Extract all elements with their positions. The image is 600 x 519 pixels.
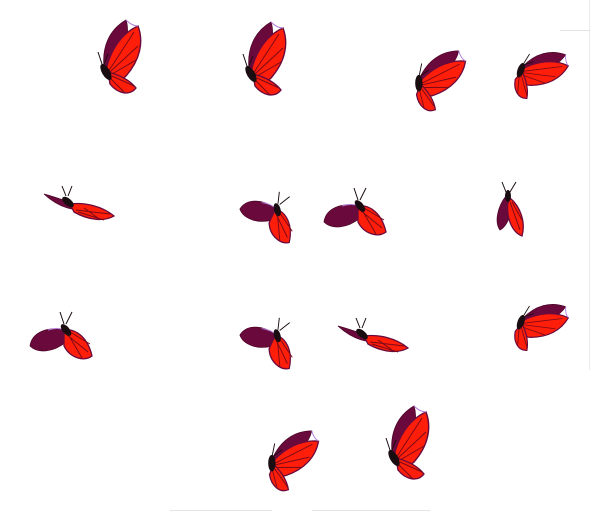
butterfly-icon bbox=[234, 305, 308, 372]
butterfly-icon bbox=[496, 181, 524, 237]
butterfly-icon bbox=[242, 21, 287, 96]
butterfly-frame-11 bbox=[328, 292, 428, 392]
butterfly-icon bbox=[337, 317, 409, 353]
frame-divider bbox=[170, 510, 272, 511]
butterfly-frame-09 bbox=[18, 296, 118, 396]
butterfly-frame-03 bbox=[345, 22, 472, 122]
butterfly-icon bbox=[97, 19, 142, 94]
butterfly-frame-13 bbox=[198, 402, 325, 502]
butterfly-icon bbox=[385, 405, 430, 480]
frame-divider bbox=[560, 30, 590, 31]
butterfly-frame-08 bbox=[468, 170, 568, 270]
butterfly-icon bbox=[255, 417, 325, 497]
butterfly-frame-05 bbox=[38, 162, 138, 262]
butterfly-frame-06 bbox=[172, 168, 308, 268]
butterfly-icon bbox=[43, 185, 115, 221]
butterfly-frame-12 bbox=[485, 282, 585, 382]
butterfly-frame-07 bbox=[312, 170, 412, 270]
frame-divider bbox=[312, 510, 430, 511]
butterfly-icon bbox=[502, 287, 575, 357]
butterfly-icon bbox=[234, 179, 308, 246]
butterfly-frame-04 bbox=[485, 30, 585, 130]
butterfly-icon bbox=[323, 187, 387, 236]
butterfly-frame-01 bbox=[50, 10, 150, 110]
butterfly-frame-10 bbox=[172, 294, 308, 394]
butterfly-icon bbox=[402, 37, 472, 117]
butterfly-frame-14 bbox=[338, 396, 438, 496]
butterfly-icon bbox=[29, 311, 93, 360]
butterfly-icon bbox=[502, 35, 575, 105]
frame-divider bbox=[589, 0, 590, 370]
butterfly-frame-02 bbox=[195, 12, 295, 112]
